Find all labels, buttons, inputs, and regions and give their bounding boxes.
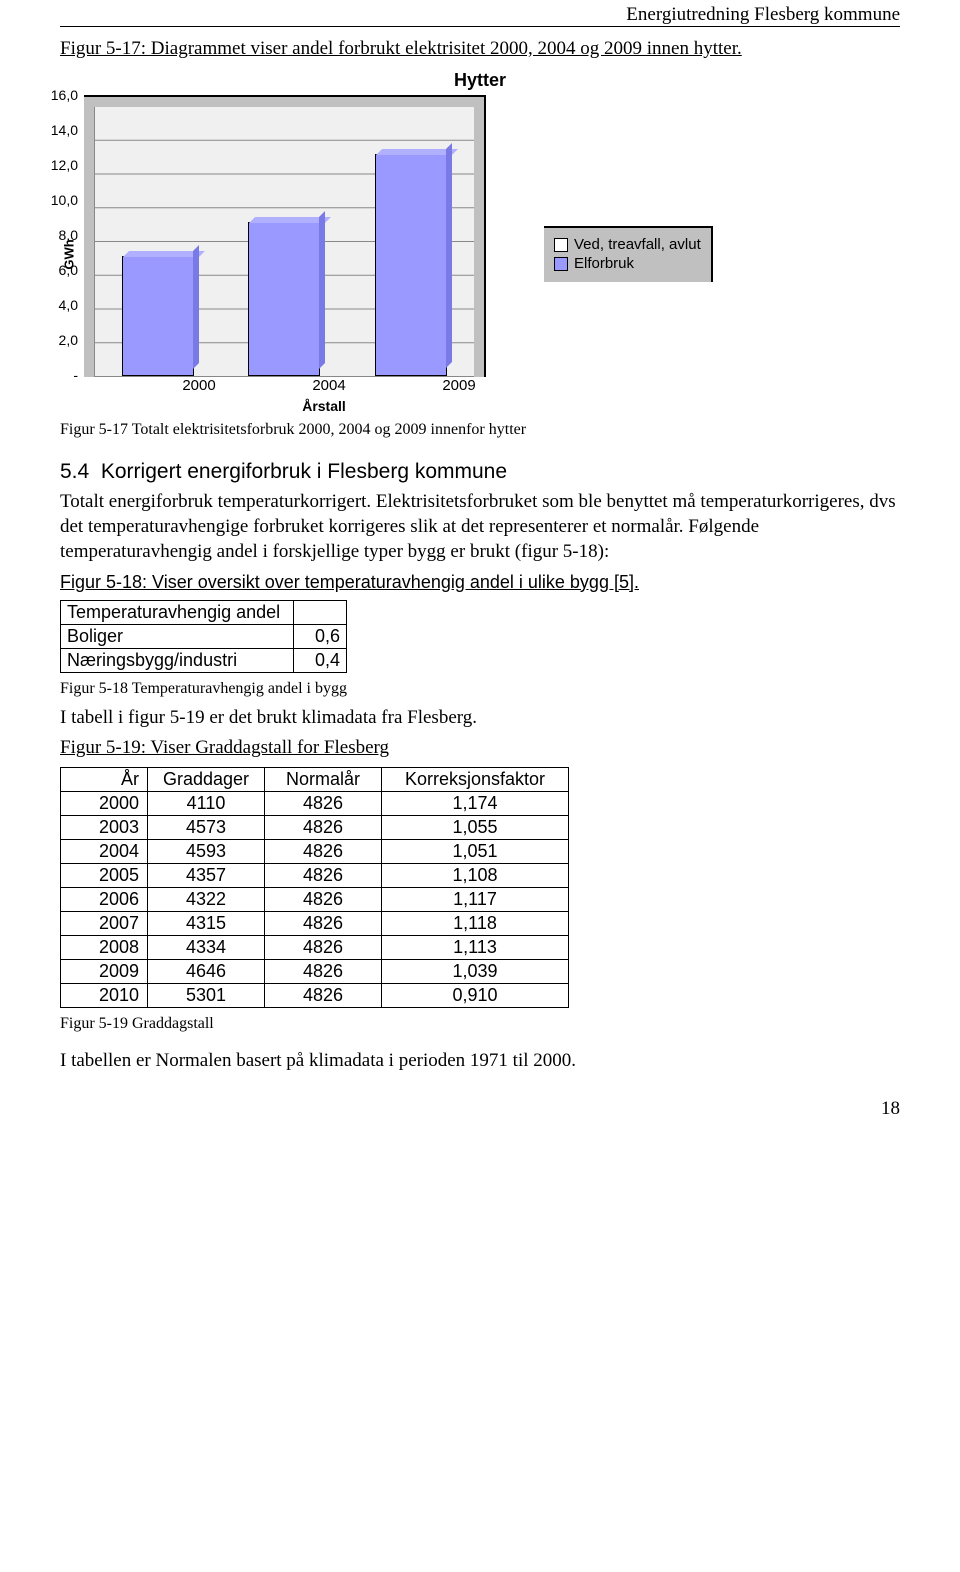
table-row: 2007431548261,118 [61, 912, 569, 936]
page-number: 18 [60, 1098, 900, 1120]
table-row: 2003457348261,055 [61, 816, 569, 840]
chart-bar [375, 154, 447, 375]
legend-item: Elforbruk [554, 255, 701, 272]
body-para-1: Totalt energiforbruk temperaturkorrigert… [60, 490, 900, 564]
fig517-title: Figur 5-17: Diagrammet viser andel forbr… [60, 37, 900, 62]
table-row: 2006432248261,117 [61, 888, 569, 912]
bar-chart: GWh 16,014,012,010,08,06,04,02,0- 200020… [60, 95, 524, 414]
legend-item: Ved, treavfall, avlut [554, 236, 701, 253]
fig518-caption: Figur 5-18 Temperaturavhengig andel i by… [60, 679, 900, 700]
table-518: Temperaturavhengig andel Boliger0,6 Næri… [60, 600, 347, 673]
chart-legend: Ved, treavfall, avlut Elforbruk [544, 226, 713, 282]
y-axis-label: GWh [60, 95, 78, 414]
chart-bar [248, 222, 320, 376]
chart-plot [84, 95, 486, 377]
fig519-caption: Figur 5-19 Graddagstall [60, 1014, 900, 1035]
x-ticks: 200020042009 [124, 377, 524, 394]
table-row: 2010530148260,910 [61, 984, 569, 1008]
table-row: Boliger0,6 [61, 624, 347, 648]
fig519-title: Figur 5-19: Viser Graddagstall for Flesb… [60, 736, 900, 761]
table-row: 2008433448261,113 [61, 936, 569, 960]
running-header: Energiutredning Flesberg kommune [60, 0, 900, 27]
table-519: ÅrGraddagerNormalårKorreksjonsfaktor2000… [60, 767, 569, 1008]
chart-bar [122, 256, 194, 376]
body-para-2: I tabell i figur 5-19 er det brukt klima… [60, 706, 900, 731]
table-row: 2000411048261,174 [61, 792, 569, 816]
fig518-title: Figur 5-18: Viser oversikt over temperat… [60, 571, 900, 594]
fig517-caption: Figur 5-17 Totalt elektrisitetsforbruk 2… [60, 420, 900, 441]
x-axis-label: Årstall [124, 398, 524, 414]
table-row: Næringsbygg/industri0,4 [61, 648, 347, 672]
table-row: 2004459348261,051 [61, 840, 569, 864]
body-para-3: I tabellen er Normalen basert på klimada… [60, 1049, 900, 1074]
table-row: 2005435748261,108 [61, 864, 569, 888]
table-row: 2009464648261,039 [61, 960, 569, 984]
chart-title: Hytter [60, 70, 900, 91]
section-heading: 5.4 Korrigert energiforbruk i Flesberg k… [60, 460, 900, 484]
